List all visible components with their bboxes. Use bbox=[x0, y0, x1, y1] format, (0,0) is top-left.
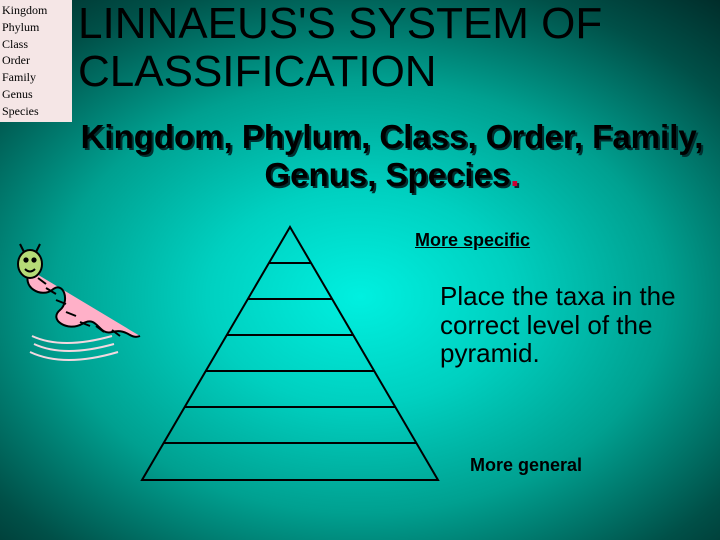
worm-icon bbox=[12, 240, 152, 370]
taxa-item[interactable]: Phylum bbox=[2, 19, 70, 36]
page-title: LINNAEUS'S SYSTEM OF CLASSIFICATION bbox=[78, 0, 602, 97]
taxa-item[interactable]: Kingdom bbox=[2, 2, 70, 19]
label-more-general: More general bbox=[470, 455, 582, 476]
instruction-text: Place the taxa in the correct level of t… bbox=[440, 282, 700, 368]
taxa-item[interactable]: Order bbox=[2, 52, 70, 69]
taxa-item[interactable]: Genus bbox=[2, 86, 70, 103]
title-line-2: CLASSIFICATION bbox=[78, 47, 437, 96]
pyramid-diagram[interactable] bbox=[140, 225, 440, 485]
taxa-item[interactable]: Species bbox=[2, 103, 70, 120]
taxa-box: Kingdom Phylum Class Order Family Genus … bbox=[0, 0, 72, 122]
taxa-item[interactable]: Family bbox=[2, 69, 70, 86]
taxa-item[interactable]: Class bbox=[2, 36, 70, 53]
title-line-1: LINNAEUS'S SYSTEM OF bbox=[78, 0, 602, 48]
